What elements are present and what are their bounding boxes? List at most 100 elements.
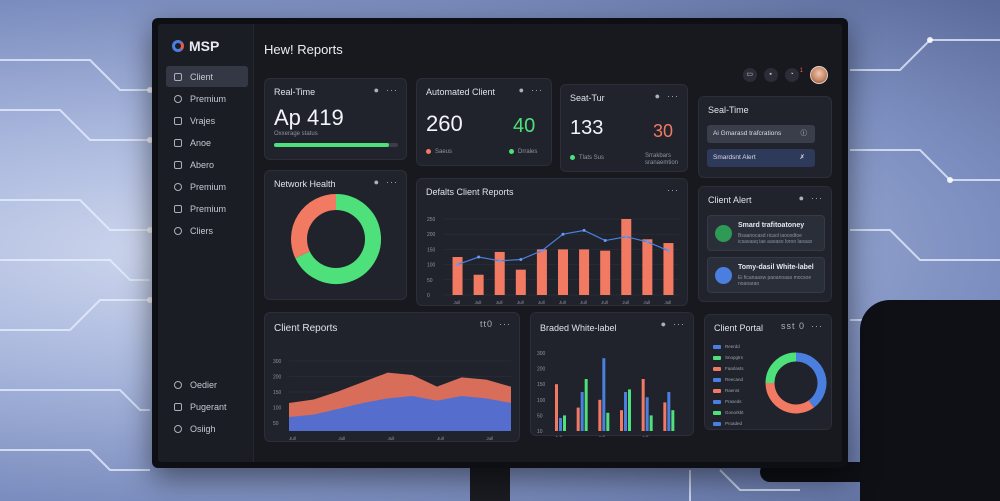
- alert-text: Bsaanocasd ricaol iaooxdtoe icsavaaq iae…: [738, 233, 813, 245]
- bell-icon[interactable]: ◔: [784, 68, 799, 82]
- legend-swatch: [713, 366, 721, 371]
- avatar[interactable]: [810, 66, 828, 84]
- client-portal-donut: [765, 352, 827, 414]
- legend-label: Reerdd: [725, 344, 740, 349]
- legend-item: Snopgtrs: [713, 352, 744, 363]
- legend-dot: [570, 155, 575, 160]
- briefcase-icon[interactable]: ▪: [763, 68, 778, 82]
- trend-point: [498, 259, 502, 263]
- sidebar-item-anoe[interactable]: Anoe: [166, 132, 248, 153]
- seattur-legend-b: Srrakbars sranaemtion: [645, 153, 679, 166]
- card-menu[interactable]: tt0 ···: [480, 319, 511, 329]
- card-menu[interactable]: ● ···: [374, 177, 398, 187]
- card-menu[interactable]: sst 0 ···: [781, 321, 823, 331]
- x-tick-label: Jull: [454, 300, 461, 305]
- seal-pill-a[interactable]: Ai Gmarasd trafcrations ⓘ: [707, 125, 815, 143]
- gear-icon: [174, 226, 182, 235]
- bar: [663, 402, 667, 431]
- legend-label: Raenst: [725, 388, 740, 393]
- network-health-donut: [291, 194, 381, 284]
- more-icon[interactable]: ···: [531, 85, 543, 95]
- bar: [663, 243, 674, 295]
- y-tick-label: 200: [427, 232, 436, 238]
- pill-label: Ai Gmarasd trafcrations: [713, 130, 782, 137]
- legend-label: Faarlasts: [725, 366, 744, 371]
- more-icon[interactable]: ···: [386, 177, 398, 187]
- sidebar-item-cliers[interactable]: Cliers: [166, 220, 248, 241]
- legend-item: Raenst: [713, 385, 744, 396]
- branded-grouped-bar-chart: 300 200 150 100 50 10 Jull Jull Jull: [537, 351, 675, 437]
- x-tick-label: Jull: [555, 435, 562, 437]
- list-icon: [174, 116, 182, 125]
- card-menu[interactable]: ● ···: [374, 85, 398, 95]
- sidebar-item-oedier[interactable]: Oedier: [166, 374, 248, 395]
- y-tick-label: 0: [427, 293, 430, 299]
- card-title: Automated Client: [426, 87, 496, 97]
- automated-value-b: 40: [513, 115, 536, 137]
- y-tick-label: 50: [427, 278, 433, 284]
- y-tick-label: 150: [273, 390, 282, 396]
- info-icon: ⓘ: [800, 130, 808, 137]
- client-alert-row[interactable]: Smard trafitoatoney Bsaanocasd ricaol ia…: [707, 215, 825, 251]
- donut-slice: [295, 194, 381, 284]
- y-tick-label: 100: [427, 263, 436, 269]
- seal-pill-b[interactable]: Smardsnt Alert ✗: [707, 149, 815, 167]
- sidebar-item-pugerant[interactable]: Pugerant: [166, 396, 248, 417]
- sidebar-item-label: Premium: [190, 203, 227, 214]
- card-menu[interactable]: ● ···: [661, 319, 685, 329]
- sidebar-item-abero[interactable]: Abero: [166, 154, 248, 175]
- more-icon[interactable]: ···: [499, 319, 511, 329]
- sidebar-item-premium[interactable]: Premium: [166, 88, 248, 109]
- trend-point: [645, 240, 649, 244]
- legend-item: Reecand: [713, 374, 744, 385]
- x-tick-label: Jull: [437, 436, 444, 441]
- menu-label: tt0: [479, 319, 493, 329]
- card-menu[interactable]: ● ···: [519, 85, 543, 95]
- trend-point: [540, 249, 544, 253]
- x-tick-label: Jull: [643, 300, 650, 305]
- alert-title: Tomy-dasil White-label: [738, 264, 814, 271]
- more-icon[interactable]: ···: [386, 85, 398, 95]
- sidebar-item-osiigh[interactable]: Osiigh: [166, 418, 248, 439]
- card-branded-white-label: Braded White-label ● ··· 300 200 150 100 50 10…: [530, 312, 694, 437]
- pill-label: Smardsnt Alert: [713, 154, 756, 161]
- legend-item: Proaded: [713, 418, 744, 429]
- realtime-sub: Oxxerage status: [274, 131, 318, 137]
- card-client-alert: Client Alert ● ··· Smard trafitoatoney Bs…: [698, 186, 832, 302]
- bar: [536, 249, 547, 295]
- sidebar-item-client[interactable]: Client: [166, 66, 248, 87]
- monitor-icon[interactable]: ▭: [742, 68, 757, 82]
- legend-item: Praseds: [713, 396, 744, 407]
- area-series: [289, 396, 511, 431]
- card-automated-client: Automated Client ● ··· 260 40 Saeus Drral…: [416, 78, 552, 166]
- sidebar-item-label: Vrajes: [190, 115, 216, 126]
- card-menu[interactable]: ● ···: [655, 91, 679, 101]
- bar: [667, 392, 671, 431]
- sidebar-item-label: Osiigh: [190, 423, 216, 434]
- y-tick-label: 50: [273, 421, 279, 427]
- more-icon[interactable]: ···: [667, 91, 679, 101]
- trend-point: [519, 258, 523, 262]
- legend-swatch: [713, 421, 721, 426]
- alert-icon: [174, 160, 182, 169]
- trend-point: [624, 235, 628, 239]
- seattur-value-a: 133: [570, 117, 604, 139]
- user-icon: ●: [373, 85, 380, 95]
- more-icon[interactable]: ···: [673, 319, 685, 329]
- logo[interactable]: MSP: [172, 38, 219, 54]
- bar: [624, 392, 627, 431]
- logo-text: MSP: [189, 38, 220, 54]
- card-menu[interactable]: ···: [667, 185, 679, 195]
- more-icon[interactable]: ···: [667, 185, 679, 195]
- more-icon[interactable]: ···: [811, 193, 823, 203]
- sidebar-item-premium-3[interactable]: Premium: [166, 198, 248, 219]
- bar: [452, 257, 463, 295]
- home-icon: [174, 72, 182, 81]
- sidebar-item-vrajes[interactable]: Vrajes: [166, 110, 248, 131]
- card-menu[interactable]: ● ···: [799, 193, 823, 203]
- more-icon[interactable]: ···: [811, 321, 823, 331]
- sidebar-item-premium-2[interactable]: Premium: [166, 176, 248, 197]
- trend-point: [477, 255, 481, 259]
- x-tick-label: Jull: [517, 300, 524, 305]
- client-alert-row[interactable]: Tomy-dasil White-label Ei ficanaasw paoa…: [707, 257, 825, 293]
